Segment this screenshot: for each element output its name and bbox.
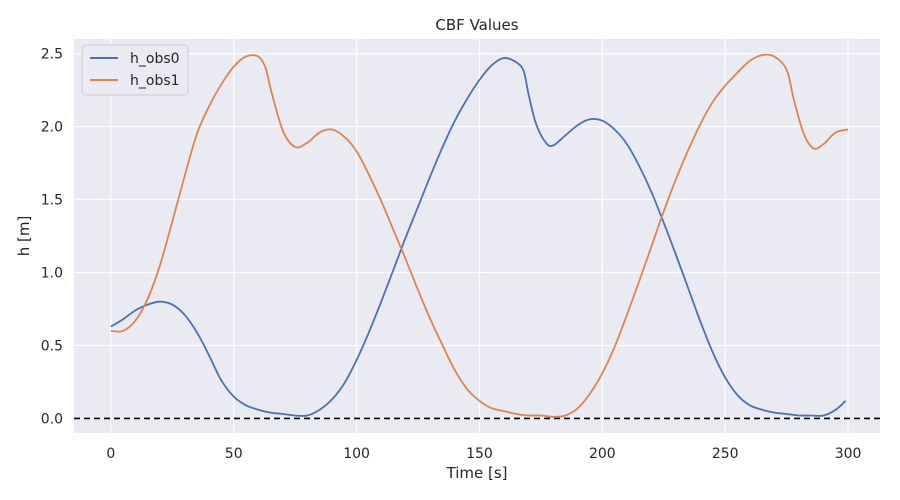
y-tick-label: 1.5 (41, 193, 63, 209)
x-tick-label: 0 (106, 446, 115, 462)
legend: h_obs0 h_obs1 (81, 44, 189, 96)
y-tick-label: 0.0 (41, 411, 63, 427)
x-tick-labels: 0 50 100 150 200 250 300 (106, 446, 861, 462)
x-tick-label: 150 (466, 446, 493, 462)
x-tick-label: 300 (835, 446, 862, 462)
series-lines (110, 53, 849, 418)
y-tick-label: 1.0 (41, 265, 63, 281)
y-tick-label: 2.5 (41, 47, 63, 63)
x-tick-label: 200 (589, 446, 616, 462)
y-tick-label: 2.0 (41, 120, 63, 136)
chart-title: CBF Values (435, 16, 518, 34)
plot-area (74, 39, 880, 433)
y-tick-labels: 0.0 0.5 1.0 1.5 2.0 2.5 (41, 47, 63, 428)
legend-label-h-obs1: h_obs1 (130, 73, 180, 89)
x-tick-label: 250 (712, 446, 739, 462)
x-tick-label: 100 (343, 446, 370, 462)
y-axis-label: h [m] (15, 216, 33, 257)
y-tick-label: 0.5 (41, 338, 63, 354)
x-tick-label: 50 (225, 446, 243, 462)
legend-label-h-obs0: h_obs0 (130, 51, 180, 67)
series-line-h-obs0 (110, 57, 847, 417)
x-axis-label: Time [s] (446, 464, 508, 482)
series-line-h-obs1 (110, 53, 849, 418)
